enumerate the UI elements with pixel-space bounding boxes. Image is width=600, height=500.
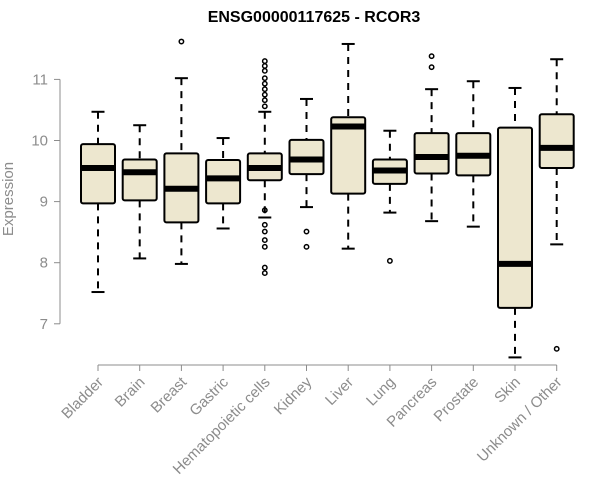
x-tick-label: Skin — [491, 374, 524, 407]
box-iqr — [330, 116, 367, 195]
outlier-point — [303, 228, 310, 235]
outlier-point — [261, 103, 268, 110]
outlier-point — [428, 64, 435, 71]
box-group — [246, 58, 283, 277]
box-iqr — [121, 158, 158, 202]
outlier-point — [261, 221, 268, 228]
outlier-point — [303, 243, 310, 250]
box-iqr — [413, 132, 450, 175]
y-tick-label: 11 — [32, 71, 48, 88]
outlier-point — [261, 86, 268, 93]
box-iqr — [497, 126, 533, 309]
y-tick-label: 9 — [40, 194, 48, 211]
outlier-point — [261, 67, 268, 74]
outlier-point — [178, 38, 185, 45]
box-group — [121, 124, 158, 260]
outlier-point — [261, 270, 268, 277]
boxes-group — [80, 38, 575, 359]
box-iqr — [205, 159, 242, 205]
y-axis: 7 8 9 10 11 — [31, 71, 61, 333]
outlier-point — [261, 243, 268, 250]
outlier-point — [386, 257, 393, 264]
outlier-point — [261, 237, 268, 244]
y-tick-label: 8 — [40, 255, 48, 272]
y-axis-label: Expression — [0, 162, 17, 236]
box-group — [288, 97, 325, 250]
y-tick-label: 7 — [40, 316, 48, 333]
outlier-point — [261, 228, 268, 235]
y-tick-label: 10 — [31, 133, 48, 150]
box-group — [413, 53, 450, 223]
box-group — [538, 58, 575, 352]
outlier-point — [261, 58, 268, 65]
box-iqr — [538, 113, 575, 169]
box-group — [330, 42, 367, 250]
outlier-point — [261, 97, 268, 104]
outlier-point — [261, 80, 268, 87]
chart-title: ENSG00000117625 - RCOR3 — [208, 9, 421, 26]
outlier-point — [261, 63, 268, 69]
outlier-point — [261, 207, 268, 214]
x-tick-label: Liver — [322, 374, 357, 409]
x-tick-label: Brain — [112, 374, 149, 411]
box-group — [205, 137, 242, 230]
box-iqr — [80, 143, 116, 205]
x-tick-label: Lung — [363, 374, 399, 410]
outlier-point — [261, 264, 268, 271]
box-group — [455, 80, 492, 228]
x-tick-label: Kidney — [271, 373, 316, 418]
box-group — [163, 38, 200, 265]
x-tick-label: Breast — [148, 373, 191, 416]
outlier-point — [428, 53, 435, 60]
outlier-point — [261, 91, 268, 98]
outlier-point — [553, 345, 560, 352]
box-group — [80, 110, 116, 294]
x-tick-label: Bladder — [58, 374, 107, 423]
box-group — [497, 86, 533, 359]
x-tick-label: Prostate — [431, 374, 483, 426]
box-group — [371, 129, 408, 264]
outlier-point — [261, 75, 268, 82]
